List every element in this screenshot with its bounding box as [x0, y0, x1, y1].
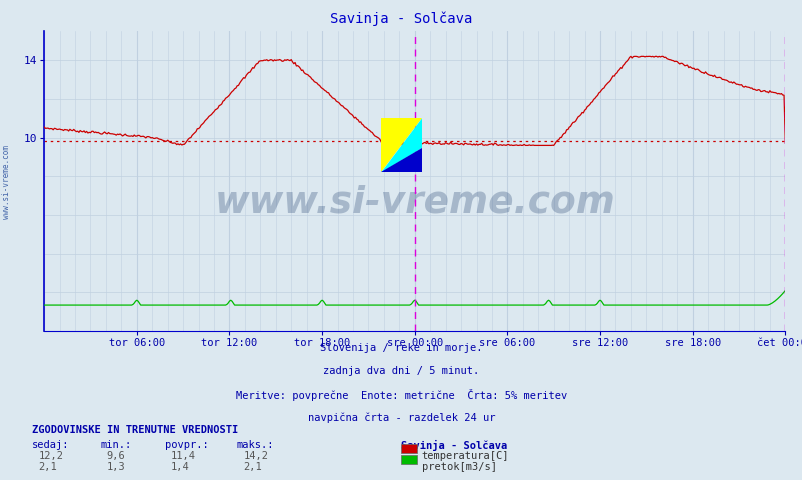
- Text: navpična črta - razdelek 24 ur: navpična črta - razdelek 24 ur: [307, 412, 495, 423]
- Text: 1,3: 1,3: [107, 462, 125, 472]
- Text: 11,4: 11,4: [171, 451, 196, 461]
- Polygon shape: [381, 118, 422, 172]
- Text: min.:: min.:: [100, 440, 132, 450]
- Text: Savinja - Solčava: Savinja - Solčava: [330, 12, 472, 26]
- Text: 9,6: 9,6: [107, 451, 125, 461]
- Text: www.si-vreme.com: www.si-vreme.com: [214, 184, 614, 220]
- Text: ZGODOVINSKE IN TRENUTNE VREDNOSTI: ZGODOVINSKE IN TRENUTNE VREDNOSTI: [32, 425, 238, 435]
- Text: Slovenija / reke in morje.: Slovenija / reke in morje.: [320, 343, 482, 353]
- Text: Savinja - Solčava: Savinja - Solčava: [401, 440, 507, 451]
- Text: 14,2: 14,2: [243, 451, 268, 461]
- Text: 12,2: 12,2: [38, 451, 63, 461]
- Text: www.si-vreme.com: www.si-vreme.com: [2, 145, 11, 219]
- Text: sedaj:: sedaj:: [32, 440, 70, 450]
- Polygon shape: [381, 118, 422, 172]
- Polygon shape: [381, 148, 422, 172]
- Text: 2,1: 2,1: [38, 462, 57, 472]
- Text: Meritve: povprečne  Enote: metrične  Črta: 5% meritev: Meritve: povprečne Enote: metrične Črta:…: [236, 389, 566, 401]
- Text: maks.:: maks.:: [237, 440, 274, 450]
- Text: 2,1: 2,1: [243, 462, 261, 472]
- Text: pretok[m3/s]: pretok[m3/s]: [421, 462, 496, 472]
- Text: zadnja dva dni / 5 minut.: zadnja dva dni / 5 minut.: [323, 366, 479, 376]
- Text: temperatura[C]: temperatura[C]: [421, 451, 508, 461]
- Text: 1,4: 1,4: [171, 462, 189, 472]
- Text: povpr.:: povpr.:: [164, 440, 208, 450]
